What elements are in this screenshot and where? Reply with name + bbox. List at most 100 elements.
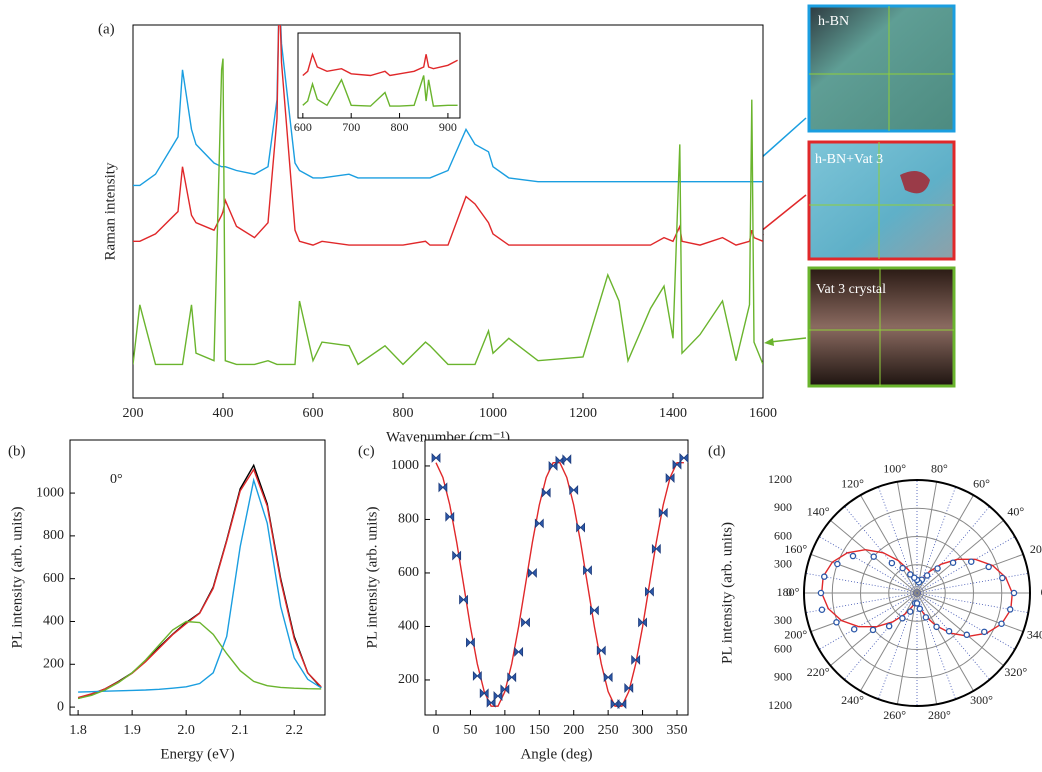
r-tick-label: 300	[774, 613, 792, 627]
x-tick-label: 150	[529, 723, 550, 738]
marker	[850, 626, 858, 633]
x-tick-label: 1600	[749, 406, 777, 421]
angle-tick-label: 120°	[841, 476, 864, 490]
marker	[923, 572, 931, 579]
marker	[452, 550, 462, 561]
angle-tick-label: 160°	[784, 542, 807, 556]
x-axis-label: Angle (deg)	[520, 746, 592, 762]
angle-tick-label: 80°	[931, 462, 948, 476]
x-tick-label: 0	[433, 723, 440, 738]
y-tick-label: 400	[398, 619, 419, 634]
r-tick-label: 600	[774, 641, 792, 655]
y-tick-label: 800	[398, 512, 419, 527]
r-tick-label: 300	[774, 557, 792, 571]
marker	[821, 573, 828, 580]
marker	[610, 699, 620, 709]
y-tick-label: 600	[43, 571, 64, 586]
x-tick-label: 800	[391, 120, 409, 134]
r-tick-label: 600	[774, 528, 792, 542]
marker	[899, 564, 906, 572]
marker	[534, 518, 544, 529]
marker	[576, 522, 585, 533]
radial-grid-circle	[831, 507, 1003, 679]
angle-tick-label: 200°	[784, 628, 807, 642]
marker	[967, 558, 975, 565]
marker	[817, 589, 825, 597]
radial-grid-circle	[860, 536, 974, 650]
marker	[906, 571, 914, 578]
angle-tick-label: 0°	[1041, 585, 1042, 599]
y-tick-label: 600	[398, 565, 419, 580]
y-axis-label: Raman intensity	[102, 162, 118, 260]
x-tick-label: 2.0	[177, 723, 195, 738]
series-line	[302, 52, 458, 77]
angle-tick-label: 320°	[1004, 665, 1027, 679]
x-tick-label: 200	[123, 406, 144, 421]
radial-grid-circle	[888, 564, 946, 622]
x-tick-label: 2.1	[231, 723, 249, 738]
marker	[985, 563, 992, 571]
marker	[998, 620, 1005, 628]
marker	[1010, 589, 1018, 597]
angle-grid-minor	[916, 592, 957, 700]
angle-tick-label: 180°	[777, 585, 800, 599]
angle-grid-minor	[916, 486, 957, 594]
x-tick-label: 400	[213, 406, 234, 421]
marker	[885, 622, 893, 630]
y-axis-label: PL intensity (arb. units)	[719, 522, 735, 664]
marker	[521, 617, 530, 628]
angle-tick-label: 340°	[1027, 628, 1042, 642]
sample-images: h-BN h-BN+Vat 3 Vat 3 crystal	[807, 4, 956, 388]
series-group	[302, 52, 458, 107]
marker	[479, 688, 489, 699]
marker	[945, 627, 953, 635]
marker	[514, 646, 524, 657]
panel-label: (b)	[8, 443, 26, 459]
r-tick-label: 900	[774, 500, 792, 514]
marker	[981, 628, 988, 636]
series-group	[133, 25, 763, 366]
marker	[999, 574, 1006, 582]
x-tick-label: 600	[303, 406, 324, 421]
y-tick-label: 400	[43, 614, 64, 629]
marker	[651, 543, 661, 554]
r-tick-label: 1200	[768, 698, 792, 712]
marker	[899, 615, 906, 622]
x-tick-label: 200	[563, 723, 584, 738]
angle-tick-label: 220°	[807, 665, 830, 679]
angle-grid-minor	[916, 506, 990, 594]
marker	[870, 553, 877, 560]
marker	[916, 605, 924, 613]
marker	[934, 565, 941, 572]
angle-tick-label: 140°	[807, 504, 830, 518]
marker	[645, 586, 654, 597]
marker	[624, 683, 634, 693]
image-label: h-BN	[818, 14, 849, 29]
arrow	[769, 337, 807, 343]
y-tick-label: 200	[43, 656, 64, 671]
panel-label: (d)	[708, 443, 726, 459]
marker	[833, 619, 840, 626]
arrowhead	[764, 338, 774, 346]
marker	[933, 623, 940, 631]
x-tick-label: 900	[439, 120, 457, 134]
series-line	[302, 75, 458, 107]
angle-tick-label: 300°	[970, 693, 993, 707]
x-axis-label: Energy (eV)	[160, 746, 234, 762]
image-label: Vat 3 crystal	[816, 282, 886, 297]
plot-frame	[69, 439, 326, 716]
marker	[834, 560, 841, 568]
x-tick-label: 50	[463, 723, 477, 738]
marker	[596, 645, 606, 656]
marker	[922, 614, 930, 621]
angle-tick-label: 100°	[883, 462, 906, 476]
marker	[528, 567, 537, 578]
angle-grid-minor	[916, 536, 1016, 594]
marker	[638, 617, 647, 628]
y-axis-label: PL intensity (arb. units)	[364, 507, 380, 649]
annotation: 0°	[110, 472, 123, 487]
image-hbn	[807, 4, 956, 133]
series-line	[78, 477, 322, 693]
marker	[818, 606, 826, 614]
y-tick-label: 1000	[391, 458, 419, 473]
